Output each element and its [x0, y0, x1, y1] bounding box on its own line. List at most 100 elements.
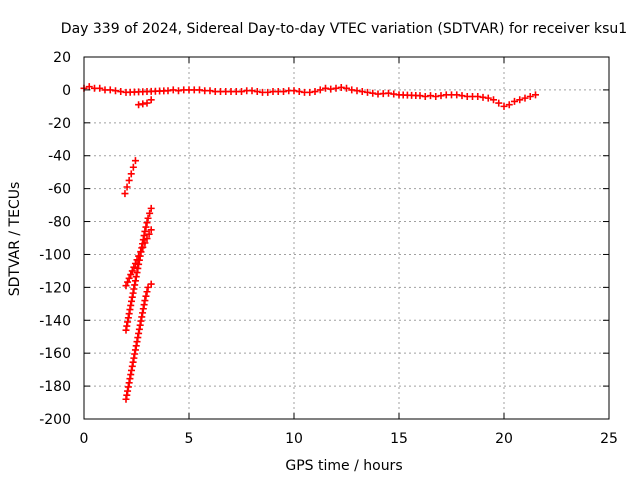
y-tick-label: -20 — [48, 116, 71, 132]
data-point — [490, 96, 497, 104]
y-tick-label: -160 — [39, 346, 71, 362]
y-tick-label: 20 — [53, 50, 71, 66]
data-point — [421, 92, 429, 100]
x-axis-label: GPS time / hours — [285, 458, 402, 474]
series-track-1 — [121, 157, 139, 198]
data-point — [143, 99, 151, 107]
data-point — [332, 84, 340, 92]
data-point — [505, 101, 513, 109]
data-point — [264, 88, 272, 96]
data-point — [141, 227, 149, 235]
data-point — [516, 96, 524, 104]
data-point — [306, 88, 314, 96]
axes: 0 5 10 15 20 25 20 0 -20 -40 -60 -80 -100 -120 -140 -16… — [39, 50, 618, 447]
data-point — [123, 183, 131, 191]
x-tick-label: 0 — [80, 431, 89, 447]
data-point — [484, 94, 492, 102]
data-point — [96, 84, 104, 92]
data-point — [147, 96, 155, 104]
data-point — [511, 97, 518, 105]
data-point — [238, 88, 245, 96]
data-point — [144, 283, 152, 291]
data-point — [169, 86, 177, 94]
data-point — [348, 86, 356, 94]
y-tick-label: -40 — [48, 149, 71, 165]
data-point — [474, 92, 482, 100]
x-tick-label: 15 — [390, 431, 408, 447]
data-point — [316, 86, 324, 94]
chart-title: Day 339 of 2024, Sidereal Day-to-day VTE… — [61, 21, 627, 37]
data-point — [143, 235, 151, 243]
data-point — [147, 280, 155, 288]
data-point — [416, 92, 424, 100]
data-point — [121, 190, 129, 198]
data-point — [479, 93, 487, 101]
data-point — [142, 223, 150, 231]
data-point — [122, 282, 130, 290]
data-point — [112, 87, 119, 95]
data-point — [206, 87, 214, 95]
data-point — [143, 288, 151, 296]
data-point — [353, 87, 361, 95]
data-point — [385, 89, 392, 97]
data-point — [85, 83, 93, 91]
data-point — [322, 84, 329, 92]
data-point — [141, 297, 149, 305]
data-point — [125, 176, 133, 184]
data-point — [127, 271, 135, 279]
data-point — [253, 88, 261, 96]
y-axis-label: SDTVAR / TECUs — [7, 182, 23, 297]
data-point — [437, 92, 445, 100]
series-track-2 — [122, 204, 155, 334]
data-point — [458, 92, 466, 100]
data-point — [432, 92, 440, 100]
series-track-3 — [122, 226, 155, 290]
data-point — [135, 252, 143, 260]
data-point — [343, 84, 350, 92]
data-point — [117, 88, 125, 96]
series-track-4 — [122, 280, 155, 403]
data-point — [133, 256, 141, 264]
data-point — [141, 239, 149, 247]
data-point — [500, 102, 508, 110]
data-point — [521, 94, 529, 102]
data-point — [125, 274, 133, 282]
x-tick-label: 25 — [600, 431, 618, 447]
data-point — [327, 85, 335, 93]
y-tick-label: 0 — [62, 83, 71, 99]
y-tick-label: -200 — [39, 412, 71, 428]
data-point — [106, 86, 114, 94]
data-point — [390, 90, 398, 98]
data-point — [139, 243, 147, 251]
data-point — [131, 260, 139, 268]
series-main-trace — [80, 83, 539, 110]
data-point — [135, 101, 143, 109]
data-point — [143, 219, 151, 227]
data-point — [532, 91, 539, 99]
data-point — [196, 86, 203, 94]
data-point — [128, 267, 136, 275]
data-point — [364, 88, 371, 96]
data-point — [124, 278, 132, 286]
y-tick-label: -120 — [39, 280, 71, 296]
data-point — [248, 87, 256, 95]
grid — [84, 57, 609, 419]
y-tick-label: -100 — [39, 247, 71, 263]
y-tick-label: -60 — [48, 182, 71, 198]
data-point — [131, 157, 139, 165]
data-point — [164, 87, 172, 95]
data-point — [311, 88, 319, 96]
data-points — [80, 83, 539, 403]
data-point — [142, 292, 150, 300]
x-tick-label: 10 — [285, 431, 303, 447]
data-point — [145, 230, 153, 238]
data-point — [295, 88, 303, 96]
data-point — [175, 87, 182, 95]
data-point — [337, 83, 345, 91]
data-point — [127, 170, 135, 178]
data-point — [427, 92, 434, 100]
plot-frame — [83, 56, 610, 420]
data-point — [137, 248, 145, 256]
series-short-segment — [135, 96, 155, 109]
data-point — [453, 91, 461, 99]
